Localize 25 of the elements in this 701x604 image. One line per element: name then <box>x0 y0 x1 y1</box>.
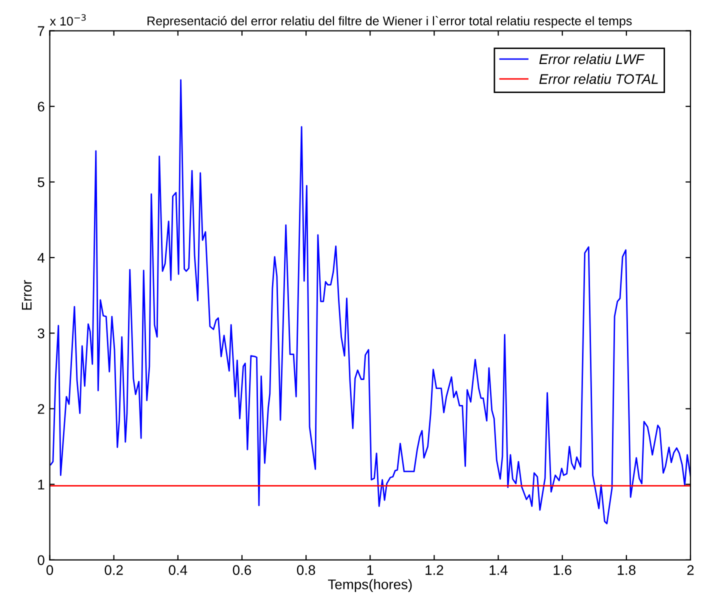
legend-label: Error relatiu LWF <box>539 54 645 64</box>
y-tick-label: 4 <box>38 253 45 263</box>
x-tick-label: 1.8 <box>618 565 636 575</box>
x-tick-label: 1.4 <box>490 565 508 575</box>
x-tick-label: 1.6 <box>554 565 572 575</box>
x-tick-label: 1.2 <box>426 565 444 575</box>
y-tick-label: 3 <box>38 328 44 338</box>
chart-title: Representació del error relatiu del filtre de Wiener i l`error total relatiu respecte el temps <box>148 16 632 28</box>
y-axis-title: Error <box>22 280 32 310</box>
y-tick-label: 6 <box>38 102 44 112</box>
legend-label: Error relatiu TOTAL <box>539 74 658 84</box>
x-tick-label: 0.6 <box>232 565 252 575</box>
y-tick-label: 5 <box>38 177 44 188</box>
x-tick-label: 0.8 <box>296 565 316 575</box>
x-axis-title: Temps(hores) <box>328 579 412 592</box>
text: x 10$^{−3}$ <box>50 14 86 26</box>
y-tick-label: 7 <box>38 26 44 36</box>
x-tick-label: 1 <box>367 565 374 575</box>
y-tick-label: 2 <box>38 404 44 414</box>
x-tick-label: 2 <box>687 565 694 575</box>
y-tick-label: 0 <box>38 555 44 566</box>
y-tick-label: 1 <box>38 480 44 490</box>
x-tick-label: 0.4 <box>168 565 188 575</box>
x-tick-label: 0.2 <box>104 565 123 575</box>
x-tick-label: 0 <box>46 565 54 575</box>
